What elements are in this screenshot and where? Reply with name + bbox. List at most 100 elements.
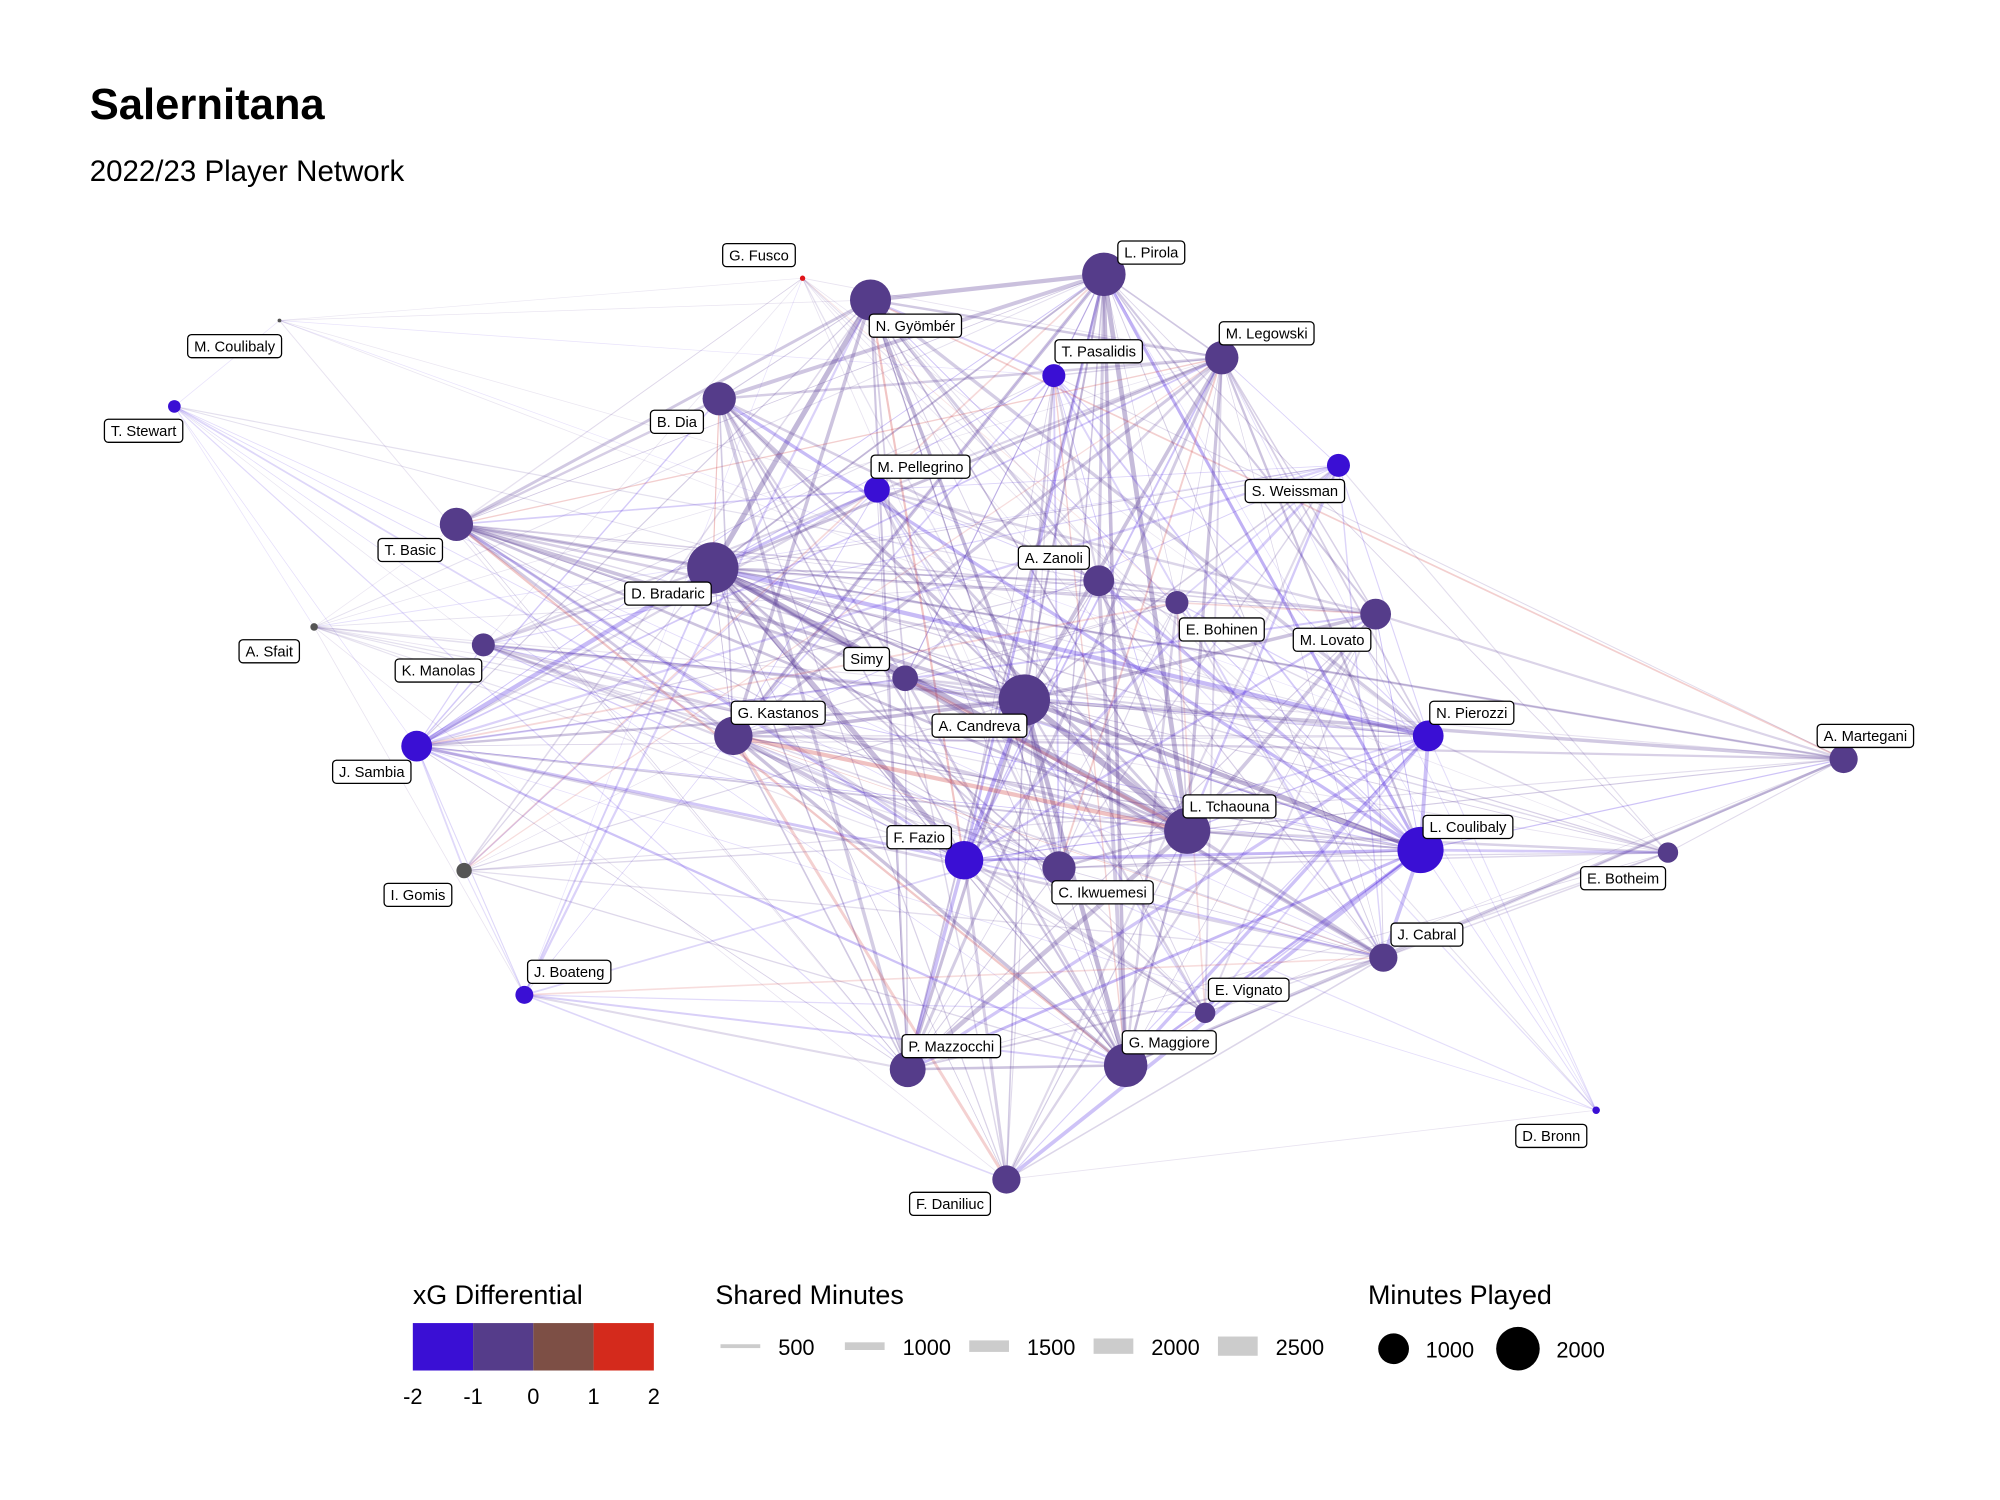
player-label-text: P. Mazzocchi [908,1039,994,1055]
edge [731,299,873,737]
edge [1052,375,1385,959]
player-node[interactable] [1042,851,1076,885]
player-node[interactable] [1164,807,1211,854]
player-node[interactable] [277,318,282,323]
edge [1185,357,1224,831]
player-node[interactable] [401,730,433,762]
player-node[interactable] [849,279,892,321]
player-label: P. Mazzocchi [901,1033,1002,1059]
edge [733,698,1025,738]
edge [463,735,734,871]
edge [416,745,1421,851]
player-node[interactable] [687,542,739,594]
edge [1221,357,1429,737]
xg-swatch [593,1323,654,1371]
edge [524,994,1007,1181]
edge [456,524,908,1070]
edge [870,298,1222,359]
edge [456,277,803,525]
player-node[interactable] [889,1051,926,1088]
edge [416,273,1105,747]
player-node[interactable] [471,633,495,657]
edge [1221,357,1339,466]
edge [712,567,1099,582]
edge [416,464,1339,748]
edge [712,398,720,568]
edge [802,277,1384,958]
edge [733,735,1384,959]
edge [1176,601,1376,615]
player-node[interactable] [1412,720,1444,752]
player-label-text: L. Pirola [1124,246,1179,262]
player-node[interactable] [1205,341,1239,375]
player-node[interactable] [1194,1002,1216,1024]
player-node[interactable] [1829,744,1858,774]
player-label: F. Daniliuc [908,1191,992,1217]
player-node[interactable] [799,275,806,281]
player-label: G. Maggiore [1121,1030,1217,1055]
edge [173,405,909,1070]
player-node[interactable] [944,841,984,880]
player-node[interactable] [456,862,472,879]
player-node[interactable] [702,382,736,416]
player-node[interactable] [1592,1106,1600,1115]
player-node[interactable] [1657,842,1679,863]
edge [1098,579,1376,616]
edge [524,278,803,996]
edge [1667,758,1844,854]
player-label-text: S. Weissman [1252,484,1339,500]
player-label-text: I. Gomis [391,888,446,904]
player-node[interactable] [168,400,181,413]
edge [963,375,1055,861]
player-node[interactable] [439,507,474,541]
player-label: D. Bradaric [624,581,712,606]
player-node[interactable] [1165,591,1189,615]
player-node[interactable] [714,716,753,756]
player-node[interactable] [1369,943,1398,972]
player-node[interactable] [1103,1043,1148,1088]
player-label: N. Pierozzi [1429,700,1515,726]
edge [1176,602,1188,831]
edge [482,566,714,646]
player-node[interactable] [1326,453,1350,477]
edge [905,677,1429,737]
edge [1052,375,1100,582]
edge [456,523,1429,738]
shared-minutes-label: 1000 [903,1335,951,1360]
player-label: E. Botheim [1579,866,1667,891]
edge [876,489,1025,701]
edge [483,643,1025,702]
edge [456,524,1177,603]
player-node[interactable] [892,665,918,692]
edge [1427,735,1597,1111]
player-label-text: F. Daniliuc [916,1197,984,1213]
edge [964,830,1188,861]
edge [718,398,906,679]
edge [1102,273,1422,851]
player-node[interactable] [310,623,318,631]
edge [1124,734,1430,1067]
player-node[interactable] [864,476,890,503]
player-node[interactable] [998,674,1051,726]
edge [464,830,1188,872]
player-node[interactable] [1082,252,1126,297]
edge [1053,375,1429,737]
edge [802,277,1178,603]
edge [1053,375,1188,831]
player-node[interactable] [515,985,534,1004]
player-label: T. Basic [377,537,444,563]
edge [1096,580,1189,832]
edge [718,398,1127,1066]
player-label: J. Sambia [331,759,412,784]
player-label-text: M. Pellegrino [878,460,964,476]
edge [712,567,1421,851]
player-node[interactable] [1360,598,1392,630]
legend-shared: Shared Minutes 500 1000 1500 2000 2500 [715,1280,1324,1360]
player-node[interactable] [1042,364,1066,388]
edge [463,699,1025,872]
player-node[interactable] [992,1165,1021,1194]
edge [904,375,1055,679]
xg-swatch [533,1323,594,1371]
player-node[interactable] [1083,565,1115,597]
player-label-text: N. Pierozzi [1436,706,1507,722]
